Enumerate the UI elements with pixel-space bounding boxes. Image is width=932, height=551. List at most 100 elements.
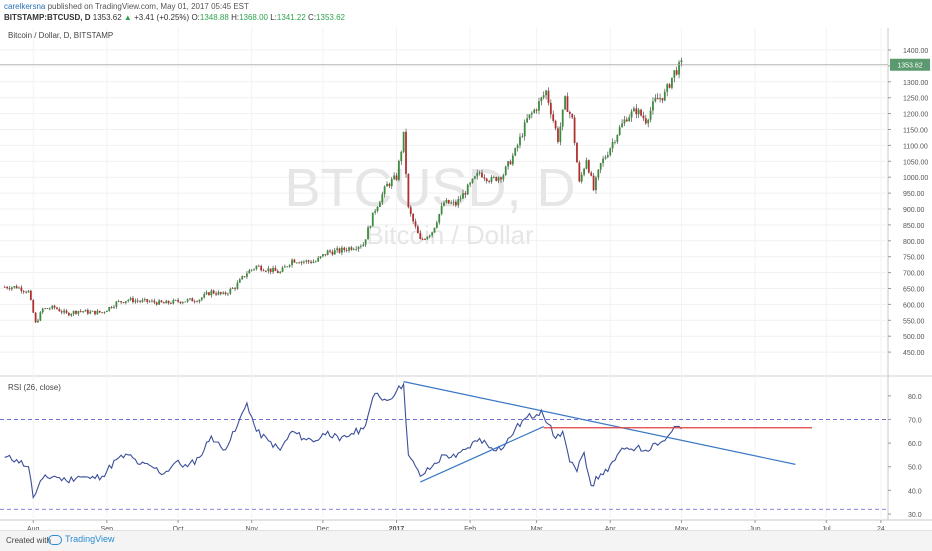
rsi-tick-label: 60.0 [908, 441, 922, 448]
candle-body [18, 287, 20, 289]
rsi-tick-label: 40.0 [908, 488, 922, 495]
price-change: +3.41 (+0.25%) [134, 13, 190, 22]
candle-body [597, 169, 600, 178]
candle-body [274, 267, 277, 271]
chart-area[interactable]: BTCUSD, D Bitcoin / Dollar 1400.001350.0… [0, 28, 932, 533]
candle-body [599, 163, 602, 170]
chart-header: carelkersna published on TradingView.com… [0, 0, 932, 28]
time-tick-label: Dec [317, 526, 330, 530]
candle-body [329, 250, 331, 252]
candle-body [44, 308, 47, 309]
time-tick-label: Oct [173, 526, 184, 530]
candle-body [179, 301, 182, 304]
candle-body [435, 222, 438, 228]
candle-body [212, 290, 215, 294]
candle-body [215, 293, 217, 295]
price-pane-title: Bitcoin / Dollar, D, BITSTAMP [8, 31, 113, 40]
time-tick-label: 24 [877, 526, 885, 530]
candle-body [200, 297, 203, 300]
candle-body [462, 193, 464, 199]
candle-body [628, 117, 631, 122]
rsi-line [4, 381, 682, 500]
last-price-tag-label: 1353.62 [897, 63, 922, 70]
candle-body [136, 300, 139, 302]
publication-info: carelkersna published on TradingView.com… [4, 2, 249, 11]
candle-body [606, 155, 609, 158]
rsi-tick-label: 50.0 [908, 465, 922, 472]
candle-body [666, 84, 669, 92]
candle-body [647, 119, 650, 124]
candle-body [383, 186, 386, 195]
candle-body [568, 111, 571, 114]
candle-body [424, 239, 426, 240]
ohlc-info: BITSTAMP:BTCUSD, D 1353.62 ▲ +3.41 (+0.2… [4, 13, 345, 22]
price-tick-label: 550.00 [903, 318, 925, 325]
candle-body [367, 227, 369, 240]
price-tick-label: 1000.00 [903, 175, 928, 182]
candle-body [82, 311, 85, 313]
candle-body [661, 98, 664, 101]
candle-body [58, 309, 61, 312]
candle-body [509, 161, 512, 165]
candle-body [122, 302, 125, 304]
rsi-tick-label: 30.0 [908, 512, 922, 519]
candle-body [454, 201, 457, 206]
candle-body [471, 178, 474, 183]
candle-body [48, 308, 51, 310]
candle-body [459, 198, 462, 200]
candle-body [167, 300, 170, 304]
price-tick-label: 1150.00 [903, 128, 928, 135]
candle-body [450, 202, 453, 204]
candle-body [181, 302, 184, 304]
chart-svg[interactable]: BTCUSD, D Bitcoin / Dollar 1400.001350.0… [0, 28, 932, 533]
candle-body [457, 199, 460, 206]
candle-body [165, 300, 168, 304]
candle-body [146, 299, 149, 302]
time-tick-label: Apr [605, 526, 617, 530]
candle-body [412, 213, 415, 222]
time-tick-label: Feb [464, 526, 476, 530]
author-link[interactable]: carelkersna [4, 2, 46, 11]
candle-body [310, 261, 312, 263]
last-price: 1353.62 [92, 13, 122, 22]
brand-name: TradingView [65, 534, 115, 544]
candle-body [196, 301, 198, 303]
price-tick-label: 950.00 [903, 191, 925, 198]
candle-body [355, 248, 358, 250]
candle-body [397, 160, 400, 180]
candle-body [198, 299, 201, 302]
candle-body [369, 226, 372, 228]
close-value: 1353.62 [316, 13, 345, 22]
candle-body [284, 266, 286, 268]
tradingview-logo[interactable]: TradingView [48, 534, 115, 545]
candle-body [260, 265, 263, 271]
price-tick-label: 700.00 [903, 271, 925, 278]
candle-body [481, 172, 483, 178]
low-label: L: [270, 13, 277, 22]
candle-body [13, 286, 16, 288]
candle-body [203, 294, 206, 298]
candle-body [428, 235, 431, 237]
candle-body [469, 182, 472, 185]
candle-body [530, 112, 533, 115]
candle-body [143, 299, 146, 300]
candle-body [642, 115, 645, 119]
candle-body [322, 254, 324, 257]
candle-body [10, 287, 13, 290]
price-tick-label: 650.00 [903, 287, 925, 294]
candle-body [680, 60, 683, 63]
candle-body [540, 97, 543, 102]
candle-body [557, 128, 559, 142]
candle-body [533, 109, 536, 113]
candle-body [590, 172, 593, 176]
candle-body [151, 300, 153, 302]
rsi-pane-title: RSI (26, close) [8, 383, 61, 392]
candle-body [521, 136, 524, 138]
candle-body [559, 126, 562, 142]
candle-body [362, 244, 365, 247]
candle-body [376, 207, 379, 211]
candle-body [243, 276, 246, 278]
candle-body [495, 177, 498, 181]
candle-body [234, 287, 236, 289]
open-label: O: [191, 13, 200, 22]
